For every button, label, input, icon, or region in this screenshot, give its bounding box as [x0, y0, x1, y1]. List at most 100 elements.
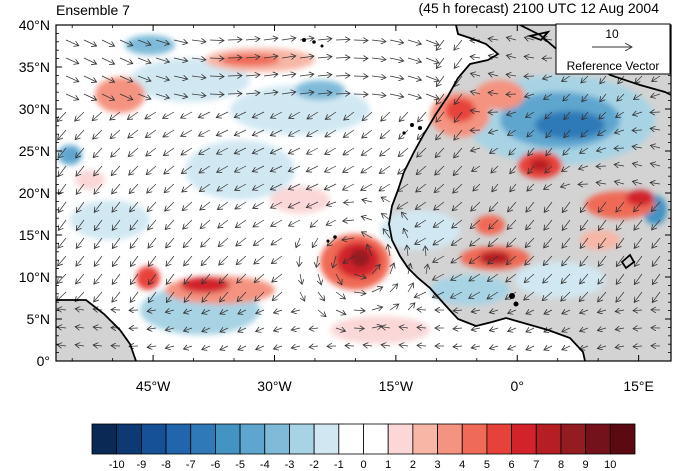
- wind-arrow: [561, 184, 571, 187]
- wind-arrow: [415, 201, 427, 209]
- wind-arrow: [164, 165, 175, 174]
- wind-arrow: [561, 273, 571, 284]
- wind-arrow: [181, 165, 193, 174]
- wind-arrow: [274, 310, 283, 313]
- wind-arrow: [317, 291, 325, 301]
- wind-arrow: [83, 57, 97, 64]
- colorbar-swatch: [535, 423, 562, 455]
- wind-arrow: [147, 346, 157, 347]
- wind-arrow: [453, 165, 463, 176]
- wind-arrow: [163, 129, 175, 137]
- wind-arrow: [127, 111, 139, 120]
- wind-arrow: [470, 57, 481, 59]
- colorbar-label: -10: [109, 459, 125, 471]
- wind-arrow: [454, 39, 463, 50]
- wind-arrow: [488, 112, 499, 113]
- x-tick-label: 15°W: [379, 378, 414, 394]
- wind-arrow: [93, 147, 103, 158]
- y-tick-label: 40°N: [19, 17, 50, 33]
- wind-arrow: [492, 183, 499, 192]
- wind-arrow: [272, 273, 283, 282]
- wind-arrow: [526, 201, 535, 212]
- wind-arrow: [563, 147, 571, 155]
- colorbar-label: 1: [385, 459, 391, 471]
- wind-arrow: [245, 57, 260, 58]
- wind-arrow: [93, 345, 103, 346]
- wind-arrow: [454, 129, 463, 140]
- wind-arrow: [425, 39, 439, 45]
- x-tick-label: 30°W: [257, 378, 292, 394]
- wind-arrow: [165, 310, 175, 312]
- colorbar-swatch: [437, 423, 463, 455]
- wind-arrow: [597, 148, 607, 151]
- wind-arrow: [434, 183, 445, 193]
- wind-arrow: [325, 111, 337, 119]
- y-tick-label: 20°N: [19, 185, 50, 201]
- wind-arrow: [397, 183, 409, 191]
- wind-arrow: [381, 327, 391, 328]
- wind-arrow: [299, 92, 314, 94]
- y-tick-label: 5°N: [27, 311, 51, 327]
- wind-arrow: [76, 255, 85, 266]
- wind-arrow: [111, 165, 121, 176]
- wind-arrow: [389, 94, 404, 97]
- colorbar-swatch: [363, 423, 389, 455]
- wind-arrow: [632, 130, 643, 131]
- wind-arrow: [580, 273, 589, 284]
- wind-arrow: [524, 56, 535, 58]
- wind-arrow: [379, 165, 391, 173]
- wind-arrow: [119, 75, 133, 82]
- wind-arrow: [343, 255, 355, 263]
- wind-arrow: [166, 255, 175, 266]
- wind-arrow: [525, 94, 535, 97]
- wind-arrow: [489, 328, 499, 331]
- wind-arrow: [526, 346, 535, 350]
- colorbar-label: 2: [410, 459, 416, 471]
- wind-arrow: [335, 57, 350, 58]
- wind-arrow: [307, 111, 319, 119]
- wind-arrow: [335, 309, 346, 315]
- wind-arrow: [299, 291, 305, 301]
- wind-arrow: [399, 111, 409, 122]
- reference-vector-value: 10: [605, 27, 619, 41]
- wind-arrow: [128, 129, 139, 138]
- wind-arrow: [596, 182, 607, 184]
- map-plot-area: [56, 25, 671, 361]
- colorbar-swatch: [215, 423, 241, 455]
- wind-arrow: [614, 148, 625, 149]
- wind-arrow: [417, 309, 427, 310]
- colorbar-label: 9: [583, 459, 589, 471]
- wind-arrow: [256, 328, 265, 332]
- wind-arrow: [415, 219, 427, 227]
- colorbar-swatch: [264, 423, 290, 455]
- wind-arrow: [371, 287, 383, 293]
- wind-arrow: [254, 273, 265, 283]
- wind-arrow: [632, 163, 643, 166]
- wind-arrow: [616, 273, 625, 284]
- wind-arrow: [75, 345, 85, 346]
- wind-arrow: [335, 328, 346, 331]
- wind-arrow: [634, 237, 643, 248]
- x-tick-label: 15°E: [623, 378, 654, 394]
- wind-arrow: [184, 346, 193, 349]
- wind-arrow: [397, 201, 409, 209]
- wind-arrow: [217, 165, 229, 172]
- wind-arrow: [379, 183, 391, 191]
- wind-arrow: [383, 229, 391, 239]
- wind-arrow: [544, 93, 553, 99]
- wind-arrow: [76, 147, 85, 158]
- wind-arrow: [399, 345, 409, 346]
- wind-arrow: [309, 328, 319, 329]
- wind-arrow: [361, 147, 373, 155]
- wind-arrow: [401, 212, 409, 221]
- wind-arrow: [252, 111, 265, 118]
- wind-arrow: [216, 129, 229, 136]
- x-tick-label: 0°: [511, 378, 524, 394]
- wind-arrow: [94, 255, 103, 266]
- wind-arrow: [335, 273, 342, 285]
- wind-arrow: [545, 111, 553, 119]
- wind-arrow: [129, 165, 139, 175]
- wind-arrow: [217, 201, 229, 210]
- wind-arrow: [451, 273, 463, 280]
